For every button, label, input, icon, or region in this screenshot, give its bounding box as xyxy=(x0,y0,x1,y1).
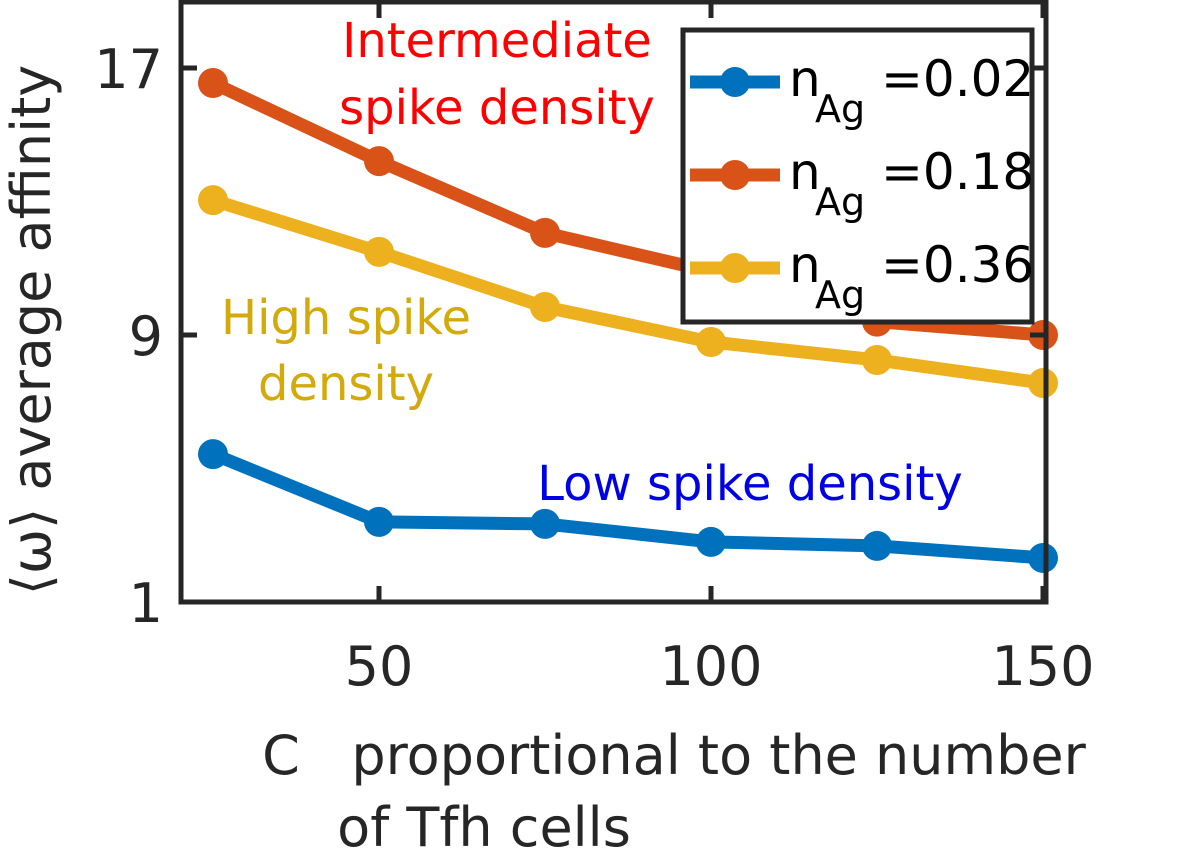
data-point xyxy=(1028,368,1058,399)
data-point xyxy=(862,530,892,561)
legend-label-sub: Ag xyxy=(815,273,865,317)
legend-label-main: n xyxy=(789,50,821,108)
series-line xyxy=(210,448,1044,565)
annotation-text: spike density xyxy=(339,80,655,136)
legend-label-value: =0.36 xyxy=(881,236,1034,294)
legend-label-sub: Ag xyxy=(815,87,865,131)
legend-item: nAg =0.02 xyxy=(690,50,1034,131)
axes: 50 100 150 1 9 17 xyxy=(94,0,1095,698)
data-point xyxy=(696,526,726,557)
legend-label-value: =0.02 xyxy=(881,50,1034,108)
x-tick-label: 150 xyxy=(991,635,1094,698)
data-point xyxy=(530,217,560,248)
x-tick-label: 100 xyxy=(659,635,762,698)
data-point xyxy=(198,439,228,470)
legend-marker xyxy=(720,67,750,97)
annotation-text: Low spike density xyxy=(537,456,962,512)
series-0 xyxy=(198,439,1058,573)
legend-label-sub: Ag xyxy=(815,180,865,224)
legend-label-value: =0.18 xyxy=(881,143,1034,201)
data-point xyxy=(530,291,560,322)
y-axis-label: ⟨ω⟩ average affinity xyxy=(0,65,63,595)
data-point xyxy=(862,345,892,376)
legend-marker xyxy=(720,253,750,283)
axes-frame xyxy=(178,0,1049,605)
legend-marker xyxy=(720,160,750,190)
annotation-text: High spike xyxy=(221,290,471,346)
data-point xyxy=(198,68,228,99)
axis-labels: C proportional to the number of Tfh cell… xyxy=(0,65,1087,852)
annotation-text: density xyxy=(258,356,434,412)
y-tick-label: 1 xyxy=(129,572,163,635)
x-axis-label-line-2: of Tfh cells xyxy=(337,796,631,852)
data-point xyxy=(198,185,228,216)
y-tick-label: 17 xyxy=(94,38,163,101)
annotation-text: Intermediate xyxy=(342,13,652,69)
data-point xyxy=(364,146,394,177)
data-point xyxy=(530,508,560,539)
annotations: Intermediate spike density High spike densi… xyxy=(221,13,963,512)
series-line xyxy=(211,193,1044,390)
x-tick-label: 50 xyxy=(345,635,414,698)
legend-label-main: n xyxy=(789,143,821,201)
legend-item: nAg =0.36 xyxy=(690,236,1034,317)
legend-label-main: n xyxy=(789,236,821,294)
data-point xyxy=(364,506,394,537)
series-2 xyxy=(198,185,1058,399)
data-point xyxy=(1028,542,1058,573)
y-tick-label: 9 xyxy=(129,305,163,368)
data-point xyxy=(696,327,726,358)
legend-item: nAg =0.18 xyxy=(690,143,1034,224)
x-axis-label-line-1: C proportional to the number xyxy=(262,724,1086,787)
data-point xyxy=(364,236,394,267)
